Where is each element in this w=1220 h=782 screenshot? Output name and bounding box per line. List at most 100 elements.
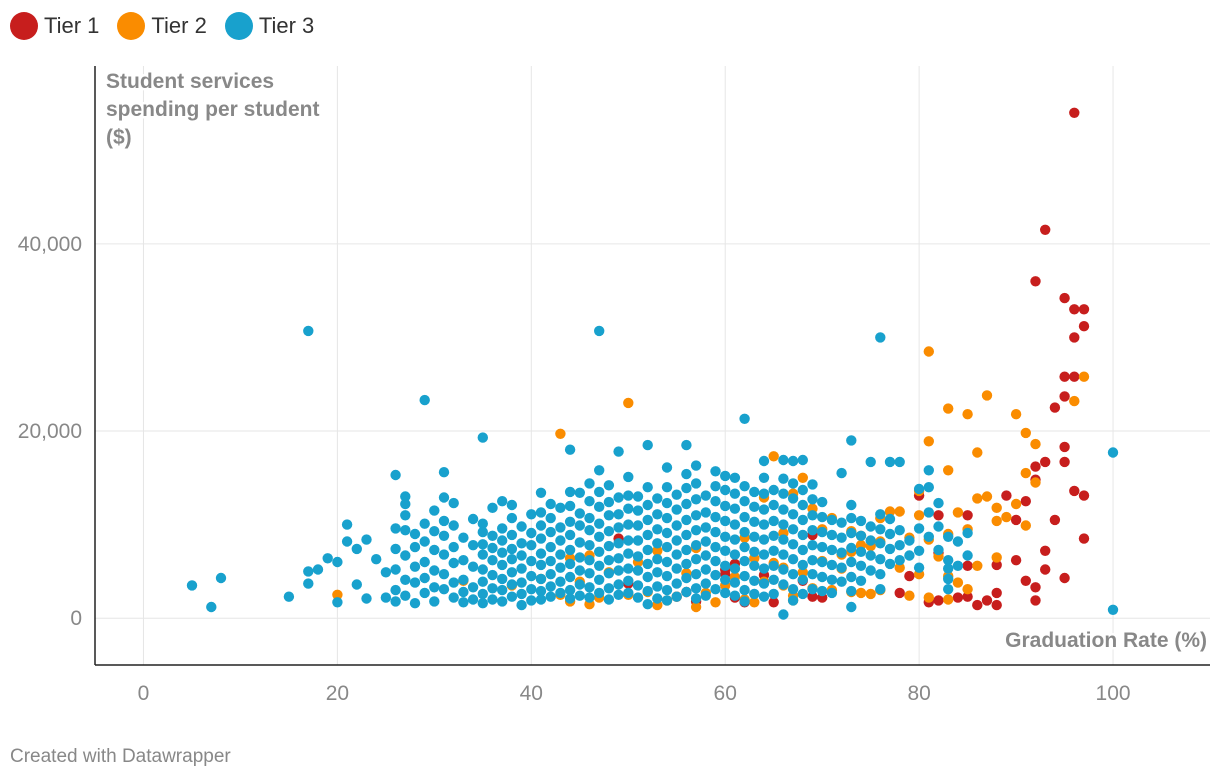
data-point	[632, 520, 644, 531]
data-point	[574, 537, 585, 548]
data-point	[380, 567, 392, 578]
data-point	[720, 560, 731, 571]
data-point	[632, 551, 644, 562]
data-point	[419, 587, 430, 599]
data-point	[923, 346, 934, 357]
legend-label-tier-2: Tier 2	[151, 13, 207, 38]
data-point	[564, 529, 576, 541]
data-point	[623, 519, 634, 530]
data-point	[787, 478, 799, 489]
data-point	[758, 563, 770, 574]
data-point	[720, 484, 731, 496]
legend-swatch-tier-3	[224, 12, 253, 40]
data-point	[1059, 292, 1070, 304]
data-point	[671, 504, 682, 515]
data-point	[817, 496, 828, 508]
data-point	[632, 491, 644, 502]
data-point	[1010, 555, 1022, 566]
data-point	[1020, 575, 1031, 586]
data-point	[584, 496, 595, 507]
data-point	[545, 591, 556, 602]
data-point	[681, 586, 692, 598]
data-point	[594, 486, 605, 498]
data-point	[768, 484, 779, 496]
data-point	[535, 594, 547, 605]
data-point	[913, 523, 925, 534]
data-point	[1020, 520, 1031, 531]
data-point	[652, 581, 663, 592]
data-point	[681, 468, 692, 480]
data-point	[758, 519, 770, 530]
data-point	[652, 554, 663, 565]
data-point	[894, 562, 905, 573]
data-point	[768, 499, 779, 511]
data-point	[787, 524, 799, 535]
data-point	[933, 544, 944, 556]
data-point	[652, 545, 663, 556]
data-point	[681, 572, 692, 584]
data-point	[613, 446, 624, 457]
data-point	[710, 569, 721, 581]
data-point	[555, 587, 566, 599]
data-point	[487, 502, 498, 513]
data-point	[807, 584, 818, 595]
data-point	[758, 455, 770, 467]
data-point	[1040, 456, 1051, 468]
data-point	[923, 531, 934, 542]
data-point	[594, 501, 605, 512]
data-point	[487, 542, 498, 554]
data-point	[894, 456, 905, 468]
data-point	[690, 540, 702, 551]
data-point	[943, 403, 954, 414]
data-point	[681, 439, 692, 451]
data-point	[516, 599, 527, 611]
data-point	[729, 488, 741, 499]
data-point	[690, 478, 702, 489]
data-point	[787, 595, 799, 606]
data-point	[846, 585, 857, 597]
data-point	[739, 496, 750, 507]
data-point	[739, 570, 750, 582]
data-point	[429, 505, 440, 516]
data-point	[506, 554, 518, 565]
data-point	[720, 515, 731, 527]
data-point	[332, 589, 343, 600]
data-point	[681, 482, 692, 494]
data-point	[778, 488, 789, 499]
data-point	[632, 535, 644, 546]
data-point	[477, 432, 488, 443]
y-tick-label: 20,000	[18, 420, 82, 443]
data-point	[700, 550, 711, 561]
data-point	[400, 491, 411, 502]
data-point	[720, 574, 731, 585]
data-point	[720, 500, 731, 512]
data-point	[690, 593, 702, 604]
data-point	[875, 538, 886, 549]
data-point	[535, 573, 547, 585]
data-point	[545, 526, 556, 538]
data-point	[923, 436, 934, 447]
data-point	[875, 524, 886, 535]
data-point	[1107, 604, 1119, 615]
data-point	[846, 542, 857, 554]
data-point	[768, 515, 779, 527]
data-point	[448, 577, 459, 588]
data-point	[846, 556, 857, 568]
data-point	[351, 543, 362, 555]
data-point	[1078, 533, 1090, 544]
data-point	[865, 535, 876, 546]
data-point	[623, 587, 634, 599]
data-point	[603, 594, 615, 605]
data-point	[584, 478, 595, 489]
data-point	[438, 492, 450, 503]
data-point	[613, 565, 624, 576]
legend: Tier 1 Tier 2 Tier 3	[10, 12, 314, 40]
data-point	[603, 526, 615, 537]
data-point	[497, 596, 508, 607]
data-point	[758, 488, 770, 499]
data-point	[700, 578, 711, 589]
data-point	[477, 539, 488, 550]
data-point	[894, 587, 905, 599]
data-point	[855, 530, 867, 541]
data-point	[477, 564, 488, 575]
